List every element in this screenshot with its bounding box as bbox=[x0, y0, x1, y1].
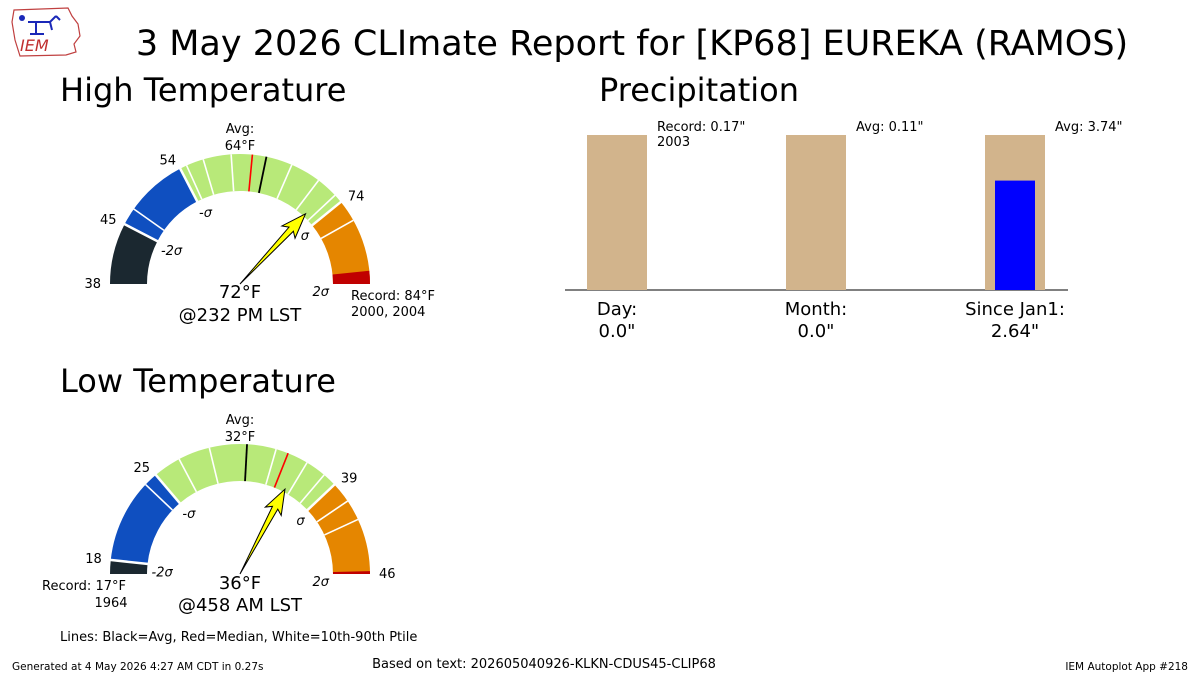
high-sigma-label-3: 2σ bbox=[312, 285, 329, 300]
low-tick-label-3: 46 bbox=[379, 567, 396, 582]
high-obs-value: 72°F bbox=[219, 282, 261, 303]
low-record-label: Record: 17°F bbox=[42, 579, 126, 594]
precip-avg-bar-1 bbox=[786, 135, 846, 290]
low-avg-label: Avg: bbox=[226, 413, 254, 428]
precipitation-chart: Day:0.0"Record: 0.17"2003Month:0.0"Avg: … bbox=[565, 120, 1123, 342]
high-tick-label-3: 74 bbox=[348, 189, 365, 204]
high-tick-label-2: 54 bbox=[160, 154, 177, 169]
precip-value-label-2: 2.64" bbox=[991, 321, 1039, 342]
high-obs-time: @232 PM LST bbox=[179, 305, 303, 326]
high-gauge-labels: Avg: 64°F 72°F @232 PM LST Record: 84°F … bbox=[179, 122, 435, 326]
precip-annotation-2-0: Avg: 3.74" bbox=[1055, 120, 1123, 135]
high-record-label: Record: 84°F bbox=[351, 289, 435, 304]
low-avg-value: 32°F bbox=[225, 430, 256, 445]
low-sigma-label-1: -σ bbox=[182, 507, 196, 522]
low-sigma-label-0: -2σ bbox=[152, 565, 174, 580]
low-obs-value: 36°F bbox=[219, 573, 261, 594]
high-temp-title: High Temperature bbox=[60, 71, 346, 109]
precip-category-label-2: Since Jan1: bbox=[965, 299, 1065, 320]
footer-generated: Generated at 4 May 2026 4:27 AM CDT in 0… bbox=[12, 661, 263, 673]
low-tick-label-1: 25 bbox=[133, 461, 150, 476]
low-tick-label-0: 18 bbox=[85, 552, 102, 567]
low-temp-title: Low Temperature bbox=[60, 362, 336, 400]
high-record-years: 2000, 2004 bbox=[351, 305, 425, 320]
footer-based-on: Based on text: 202605040926-KLKN-CDUS45-… bbox=[372, 657, 716, 672]
high-sigma-label-0: -2σ bbox=[161, 244, 183, 259]
precip-annotation-1-0: Avg: 0.11" bbox=[856, 120, 924, 135]
precip-category-label-0: Day: bbox=[597, 299, 637, 320]
low-gauge-labels: Avg: 32°F 36°F @458 AM LST Record: 17°F … bbox=[42, 413, 303, 616]
low-obs-time: @458 AM LST bbox=[178, 595, 303, 616]
precip-title: Precipitation bbox=[599, 71, 799, 109]
high-observed-pointer bbox=[240, 214, 306, 284]
precip-observed-bar-2 bbox=[995, 181, 1035, 290]
low-tick-label-2: 39 bbox=[341, 471, 358, 486]
precip-avg-bar-0 bbox=[587, 135, 647, 290]
high-avg-label: Avg: bbox=[226, 122, 254, 137]
low-sigma-label-2: σ bbox=[296, 514, 305, 529]
low-sigma-label-3: 2σ bbox=[312, 575, 329, 590]
high-tick-label-1: 45 bbox=[100, 213, 117, 228]
logo-text: IEM bbox=[20, 36, 49, 55]
precip-annotation-0-1: 2003 bbox=[657, 135, 690, 150]
high-sigma-label-1: -σ bbox=[199, 206, 213, 221]
footer-app: IEM Autoplot App #218 bbox=[1065, 661, 1188, 673]
high-avg-value: 64°F bbox=[225, 139, 256, 154]
low-record-years: 1964 bbox=[94, 596, 127, 611]
iem-logo: IEM bbox=[12, 8, 80, 56]
precip-value-label-0: 0.0" bbox=[599, 321, 636, 342]
page-title: 3 May 2026 CLImate Report for [KP68] EUR… bbox=[136, 24, 1128, 64]
high-tick-label-0: 38 bbox=[84, 277, 101, 292]
high-sigma-label-2: σ bbox=[301, 229, 310, 244]
lines-legend: Lines: Black=Avg, Red=Median, White=10th… bbox=[60, 630, 417, 645]
precip-annotation-0-0: Record: 0.17" bbox=[657, 120, 745, 135]
low-temperature-gauge: 18 25 39 46 -2σ -σ σ 2σ bbox=[85, 444, 395, 590]
precip-category-label-1: Month: bbox=[785, 299, 847, 320]
low-observed-pointer bbox=[240, 489, 285, 574]
precip-value-label-1: 0.0" bbox=[798, 321, 835, 342]
high-temperature-gauge: 38 45 54 74 -2σ -σ σ 2σ bbox=[84, 154, 370, 300]
station-anemometer-icon bbox=[19, 15, 25, 21]
